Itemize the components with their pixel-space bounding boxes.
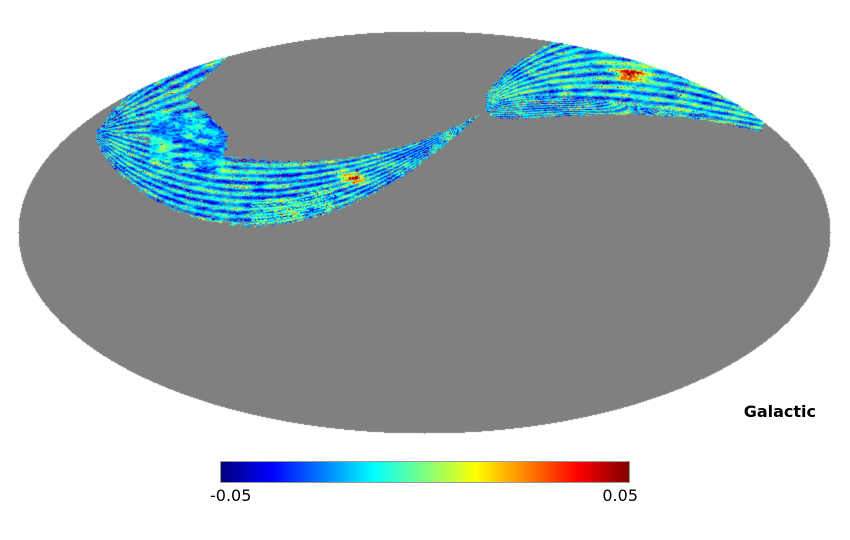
colorbar-max-tick: 0.05 xyxy=(602,486,638,505)
colorbar-gradient xyxy=(220,461,630,483)
colorbar-group: -0.05 0.05 xyxy=(210,461,638,505)
colorbar-min-tick: -0.05 xyxy=(210,486,252,505)
coordinate-frame-label: Galactic xyxy=(743,402,816,421)
